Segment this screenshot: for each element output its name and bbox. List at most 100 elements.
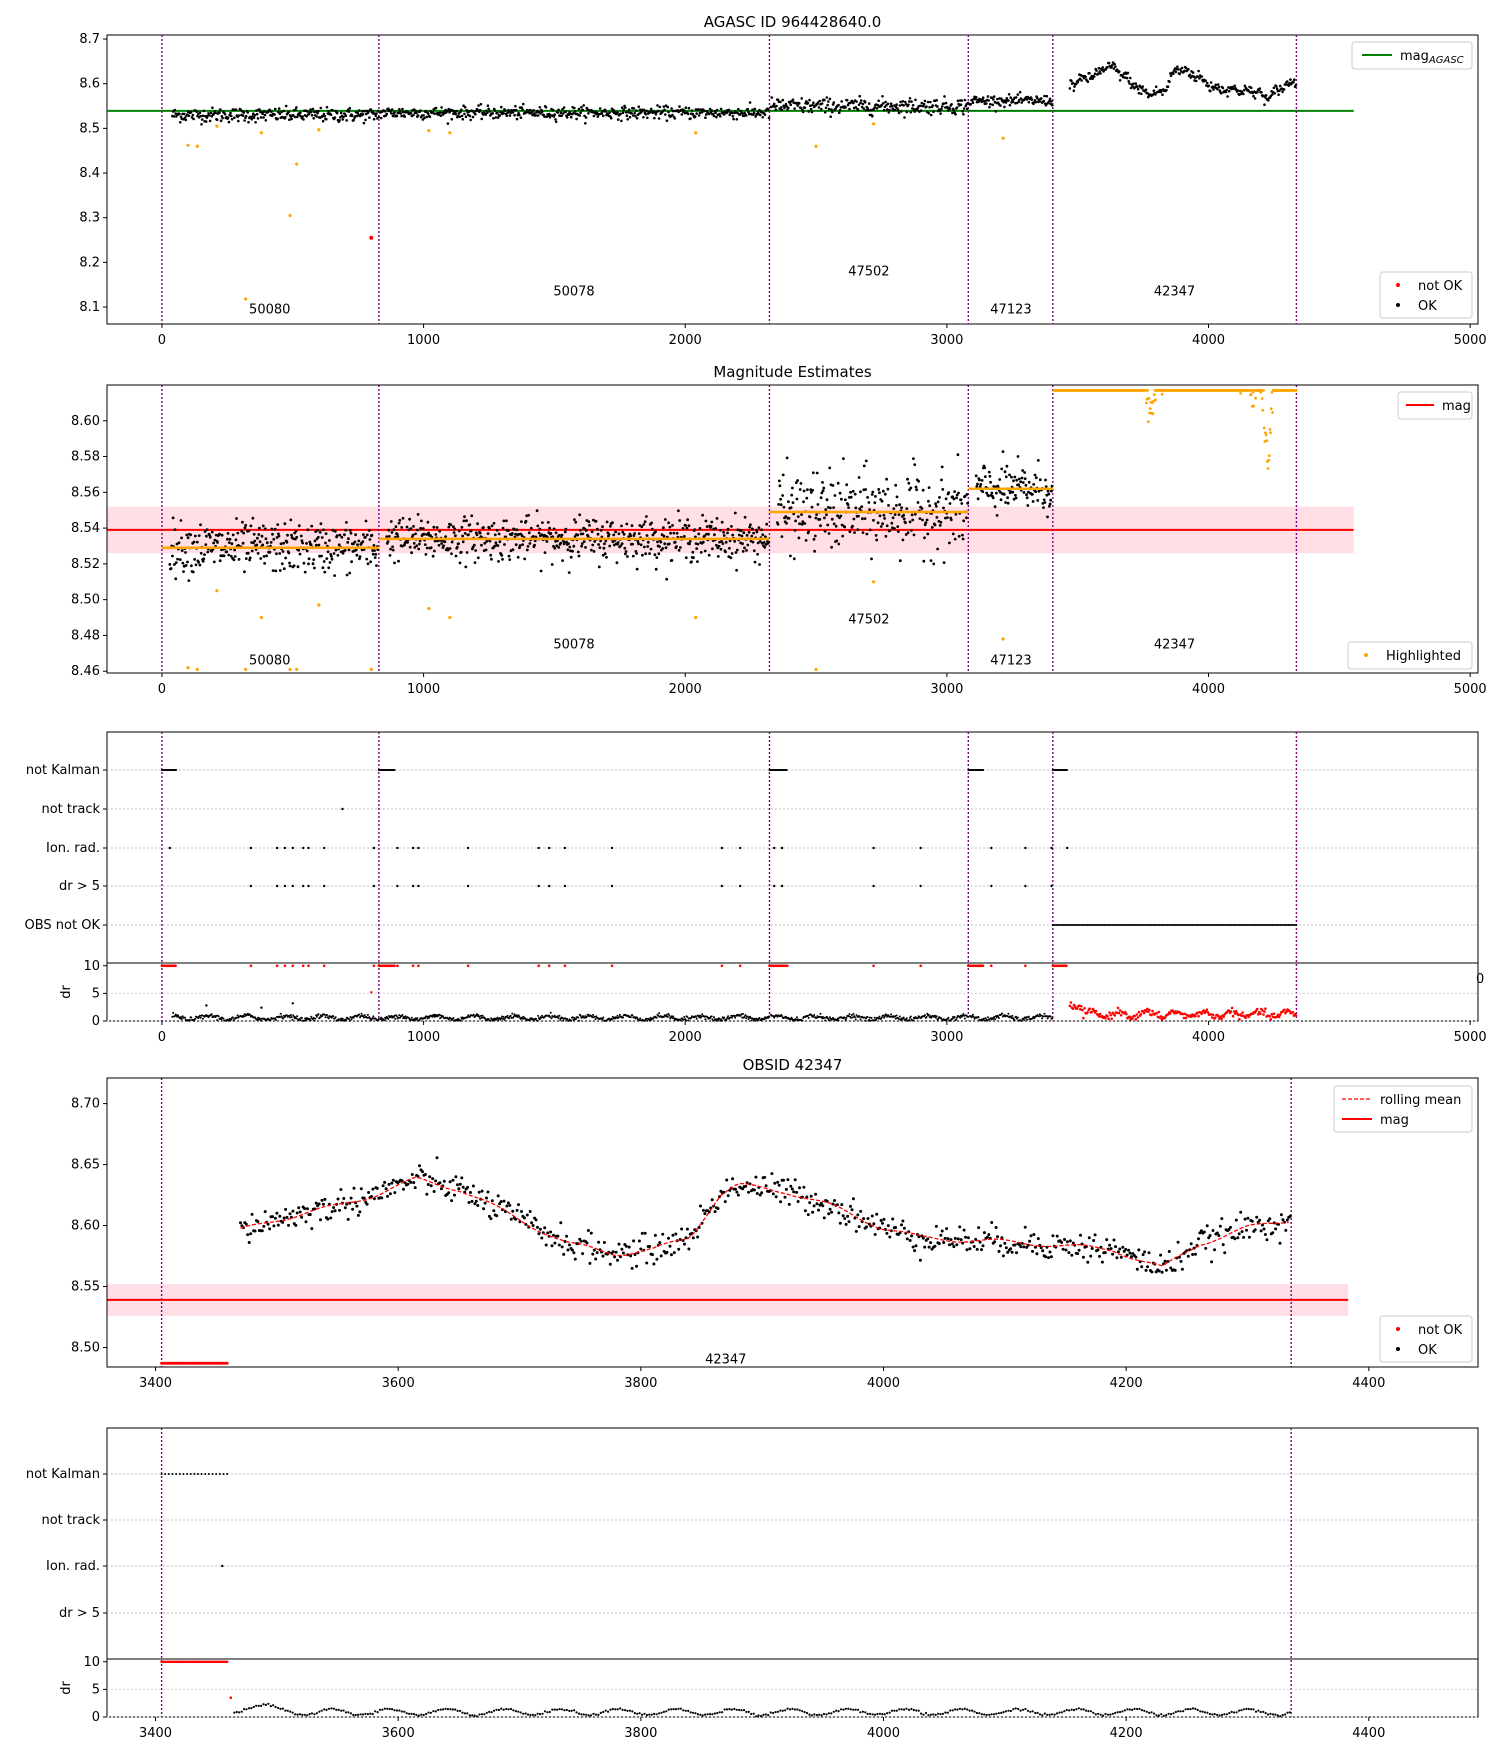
ok-point — [1034, 476, 1038, 480]
highlighted-point — [244, 297, 248, 301]
p2-y-tick-label: 8.60 — [71, 414, 100, 429]
ok-point — [288, 561, 291, 565]
ok-point — [468, 114, 472, 118]
ok-point — [1233, 84, 1236, 88]
highlighted-point — [1239, 392, 1242, 395]
ok-point — [1137, 91, 1141, 95]
ok-point — [1196, 75, 1200, 78]
ok-point — [423, 543, 427, 546]
ok-point — [800, 97, 803, 100]
ok-point — [310, 524, 314, 528]
ok-point — [256, 552, 260, 555]
ok-point — [515, 117, 519, 121]
dr-not-ok-point — [1118, 1009, 1122, 1012]
ok-point — [611, 521, 614, 525]
ok-point — [1068, 87, 1072, 90]
dr-point — [370, 991, 373, 994]
ok-point — [873, 106, 876, 109]
ok-point — [907, 481, 911, 485]
dr-point — [592, 1013, 595, 1016]
ok-point — [209, 111, 213, 115]
ok-point — [345, 521, 348, 524]
ok-point — [712, 114, 716, 118]
ok-point — [247, 120, 250, 124]
ok-point — [924, 521, 928, 525]
ok-point — [991, 103, 994, 107]
flag-point — [1122, 924, 1125, 926]
ok-point — [926, 100, 930, 104]
ok-point — [377, 115, 381, 119]
ok-point — [888, 529, 892, 532]
ok-point — [538, 527, 542, 531]
ok-point — [601, 553, 605, 557]
ok-point — [390, 531, 394, 534]
ok-point — [190, 116, 194, 119]
p1-y-tick-label: 8.3 — [79, 211, 100, 226]
ok-point — [649, 547, 653, 551]
ok-point — [838, 111, 841, 114]
ok-point — [817, 106, 821, 109]
ok-point — [939, 520, 943, 524]
ok-point — [210, 530, 214, 534]
ok-point — [992, 95, 996, 98]
ok-point — [787, 516, 791, 520]
ok-point — [894, 483, 898, 487]
ok-point — [914, 485, 918, 489]
dr-point — [666, 1015, 669, 1018]
obsid-label: 47502 — [848, 612, 889, 627]
ok-point — [604, 110, 607, 113]
ok-point — [921, 488, 925, 492]
ok-point — [454, 554, 458, 558]
highlighted-point — [1262, 389, 1265, 392]
dr-not-ok-point — [291, 964, 295, 968]
ok-point — [442, 544, 445, 548]
dr-not-ok-point — [1106, 1015, 1109, 1018]
flag-point — [990, 884, 993, 888]
ok-point — [636, 540, 640, 543]
ok-point — [361, 540, 365, 544]
ok-point — [1003, 470, 1007, 474]
ok-point — [882, 513, 886, 517]
dr-point — [828, 1019, 831, 1022]
dr-not-ok-point — [275, 964, 279, 968]
ok-point — [851, 489, 855, 493]
flag-point — [1128, 924, 1131, 926]
ok-point — [744, 114, 748, 117]
ok-point — [939, 112, 942, 115]
ok-point — [891, 516, 895, 520]
dr-point — [953, 1016, 956, 1019]
p2-y-tick-label: 8.46 — [71, 664, 100, 679]
ok-point — [942, 506, 945, 510]
ok-point — [703, 109, 706, 113]
flag-point — [1117, 924, 1120, 926]
ok-point — [432, 525, 436, 529]
ok-point — [955, 106, 959, 109]
dr-not-ok-point — [1222, 1015, 1225, 1018]
ok-point — [450, 540, 454, 544]
ok-point — [983, 466, 987, 470]
not-ok-point — [369, 235, 374, 240]
ok-point — [475, 533, 479, 537]
ok-point — [898, 559, 902, 563]
ok-point — [208, 119, 212, 123]
ok-point — [852, 517, 856, 521]
ok-point — [472, 543, 476, 547]
ok-point — [522, 102, 525, 106]
highlighted-point — [1266, 467, 1270, 470]
ok-point — [803, 106, 807, 110]
ok-point — [1097, 66, 1101, 70]
ok-point — [1009, 96, 1012, 99]
flag-point — [291, 884, 294, 888]
ok-point — [763, 113, 767, 117]
dr-not-ok-point — [417, 964, 420, 968]
ok-point — [940, 107, 943, 111]
dr-point — [768, 1015, 770, 1018]
ok-point — [390, 108, 394, 111]
ok-point — [567, 571, 571, 574]
dr-point — [658, 1012, 661, 1015]
obsid-label: 50078 — [553, 284, 594, 299]
ok-point — [951, 111, 954, 115]
ok-point — [815, 471, 819, 475]
ok-point — [427, 531, 430, 535]
ok-point — [276, 117, 279, 121]
